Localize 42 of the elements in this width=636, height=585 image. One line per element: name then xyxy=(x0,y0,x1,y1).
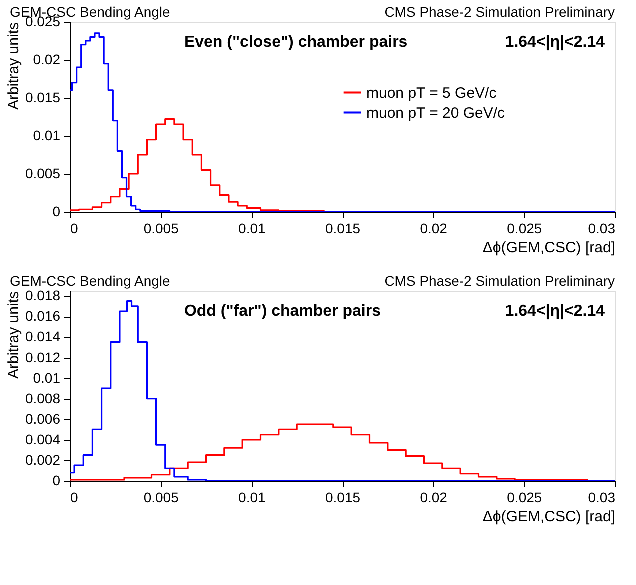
x-tick-label: 0 xyxy=(70,220,78,236)
y-tick-label: 0.006 xyxy=(25,410,61,427)
y-tick-label: 0.015 xyxy=(25,90,61,106)
x-axis-title: Δϕ(GEM,CSC) [rad] xyxy=(482,240,616,256)
legend-label: muon pT = 5 GeV/c xyxy=(366,84,498,102)
y-tick-label: 0.002 xyxy=(25,452,61,468)
x-tick-label: 0.01 xyxy=(238,490,266,506)
legend-label: muon pT = 20 GeV/c xyxy=(366,104,506,122)
x-tick-label: 0.025 xyxy=(507,220,542,236)
x-tick-label: 0.03 xyxy=(588,490,616,506)
y-tick-label: 0.02 xyxy=(33,52,61,68)
text: CMS Phase-2 Simulation Preliminary xyxy=(384,4,615,20)
y-tick-label: 0.004 xyxy=(25,431,61,448)
annotation: Odd ("far") chamber pairs xyxy=(184,303,382,320)
y-tick-label: 0.016 xyxy=(25,308,61,324)
x-tick-label: 0.02 xyxy=(420,490,448,506)
x-tick-label: 0.03 xyxy=(588,220,616,236)
x-tick-label: 0.025 xyxy=(507,490,542,506)
annotation: Even ("close") chamber pairs xyxy=(184,34,408,51)
y-tick-label: 0.008 xyxy=(25,390,61,406)
y-tick-label: 0 xyxy=(52,204,61,220)
y-axis-title: Arbitray units xyxy=(5,22,22,110)
y-tick-label: 0.012 xyxy=(25,349,61,366)
x-tick-label: 0.005 xyxy=(144,220,180,236)
y-tick-label: 0 xyxy=(52,472,61,488)
x-tick-label: 0.015 xyxy=(325,220,361,236)
annotation: 1.64<|η|<2.14 xyxy=(505,303,606,320)
y-tick-label: 0.005 xyxy=(25,166,61,182)
y-axis-title: Arbitray units xyxy=(5,292,22,380)
chart-title: GEM-CSC Bending Angle xyxy=(10,273,171,289)
x-tick-label: 0.02 xyxy=(420,220,448,236)
x-tick-label: 0 xyxy=(70,490,78,506)
x-tick-label: 0.01 xyxy=(238,220,266,236)
x-tick-label: 0.005 xyxy=(144,490,180,506)
y-tick-label: 0.01 xyxy=(33,370,61,386)
x-axis-title: Δϕ(GEM,CSC) [rad] xyxy=(482,508,616,526)
text: CMS Phase-2 Simulation Preliminary xyxy=(384,273,615,289)
y-tick-label: 0.018 xyxy=(25,288,61,304)
y-tick-label: 0.01 xyxy=(33,128,61,144)
y-tick-label: 0.014 xyxy=(25,328,61,345)
annotation: 1.64<|η|<2.14 xyxy=(505,34,606,51)
x-tick-label: 0.015 xyxy=(325,490,361,506)
